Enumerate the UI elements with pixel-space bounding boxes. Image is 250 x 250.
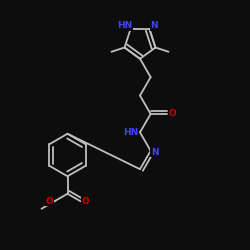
Text: HN: HN [124, 128, 139, 137]
Text: O: O [82, 197, 89, 206]
Text: HN: HN [117, 21, 132, 30]
Text: N: N [150, 21, 158, 30]
Text: O: O [168, 109, 176, 118]
Text: N: N [151, 148, 159, 156]
Text: O: O [46, 197, 54, 206]
